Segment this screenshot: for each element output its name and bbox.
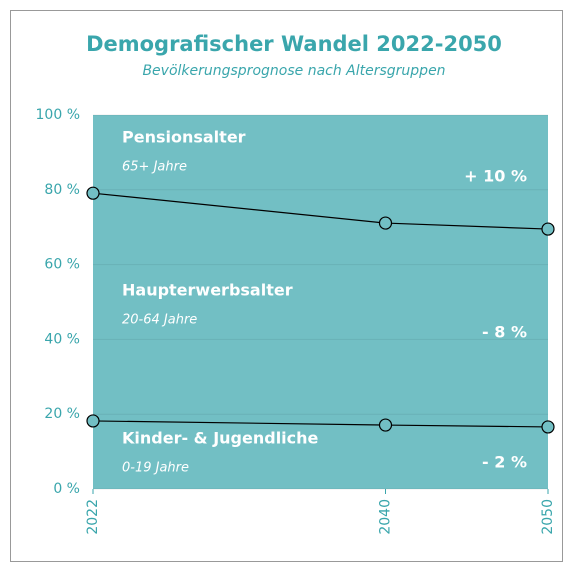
marker (86, 186, 100, 200)
y-tick-label: 20 % (44, 406, 80, 422)
marker (378, 216, 393, 230)
chart-title: Demografischer Wandel 2022-2050 (86, 32, 502, 56)
x-tick-label: 2022 (85, 499, 101, 535)
x-tick-label: 2040 (378, 499, 394, 535)
y-tick-label: 0 % (53, 481, 80, 497)
y-tick-label: 100 % (36, 107, 80, 123)
y-tick-label: 40 % (44, 331, 80, 347)
marker (86, 414, 100, 428)
marker (541, 222, 555, 236)
series-description: 65+ Jahre (122, 160, 187, 175)
series-description: 20-64 Jahre (122, 313, 197, 328)
chart-subtitle: Bevölkerungsprognose nach Altersgruppen (142, 63, 445, 79)
area (93, 115, 548, 230)
series-name: Kinder- & Jugendliche (122, 428, 319, 447)
marker (541, 420, 555, 434)
change-label: - 8 % (482, 322, 527, 341)
change-label: - 2 % (482, 452, 527, 471)
series-name: Pensionsalter (122, 128, 246, 147)
y-tick-label: 60 % (44, 257, 80, 273)
x-tick-label: 2050 (540, 499, 556, 535)
marker (378, 418, 393, 432)
area (93, 193, 548, 427)
change-label: + 10 % (464, 167, 527, 186)
area (93, 420, 548, 489)
y-tick-label: 80 % (44, 182, 80, 198)
series-name: Haupterwerbsalter (122, 281, 293, 300)
series-description: 0-19 Jahre (122, 460, 189, 475)
